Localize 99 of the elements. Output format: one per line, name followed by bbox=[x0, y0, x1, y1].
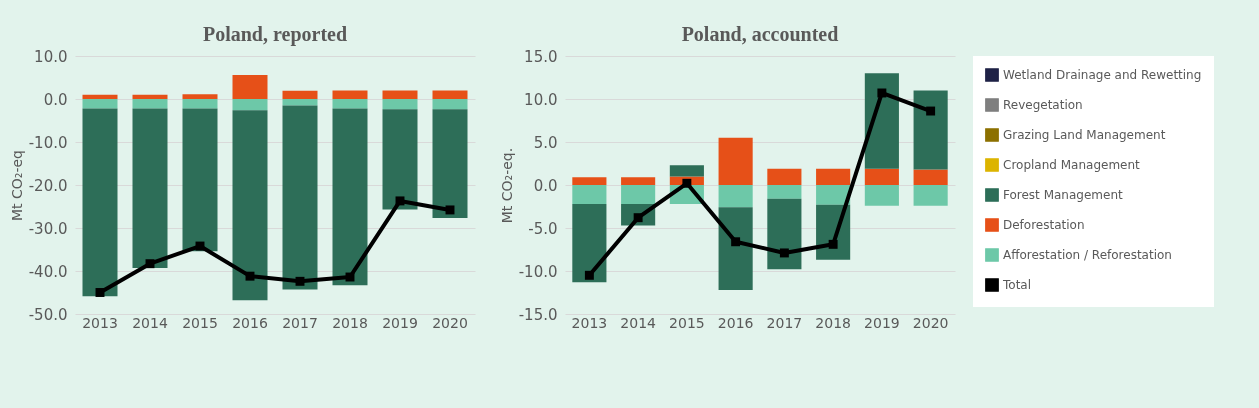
legend-label: Cropland Management bbox=[1003, 158, 1141, 172]
x-tick-label: 2016 bbox=[717, 314, 754, 331]
bar bbox=[182, 94, 218, 99]
y-tick-label: -20.0 bbox=[28, 176, 68, 195]
bar bbox=[864, 185, 899, 206]
bar bbox=[282, 99, 318, 106]
bar bbox=[232, 74, 268, 99]
x-tick-label: 2020 bbox=[432, 314, 468, 331]
bar bbox=[913, 90, 948, 170]
bar bbox=[767, 168, 802, 185]
bar bbox=[432, 109, 468, 219]
point bbox=[95, 288, 105, 297]
x-tick-label: 2014 bbox=[620, 314, 657, 331]
bar bbox=[621, 177, 656, 185]
x-tick-label: 2017 bbox=[282, 314, 318, 331]
bar bbox=[718, 207, 753, 290]
x-tick-label: 2016 bbox=[232, 314, 268, 331]
bar bbox=[767, 198, 802, 270]
bar bbox=[718, 185, 753, 208]
bar bbox=[767, 185, 802, 199]
x-tick-label: 2015 bbox=[669, 314, 705, 331]
bar bbox=[669, 165, 704, 177]
legend-label: Total bbox=[1002, 278, 1032, 292]
legend-label: Revegetation bbox=[1003, 98, 1083, 112]
bar bbox=[132, 99, 168, 109]
y-tick-label: -40.0 bbox=[28, 262, 68, 281]
y-tick-label: -10.0 bbox=[518, 262, 558, 281]
bar bbox=[332, 108, 368, 286]
bar bbox=[332, 90, 368, 99]
point bbox=[145, 259, 155, 269]
point bbox=[731, 237, 741, 247]
bar bbox=[182, 99, 218, 109]
bar bbox=[382, 109, 418, 210]
point bbox=[584, 270, 594, 280]
y-tick-label: 15.0 bbox=[524, 47, 558, 66]
bar bbox=[913, 169, 948, 185]
point bbox=[926, 106, 936, 116]
x-tick-label: 2013 bbox=[82, 314, 118, 331]
point bbox=[445, 205, 455, 215]
x-tick-label: 2015 bbox=[182, 314, 218, 331]
legend-label: Forest Management bbox=[1003, 188, 1123, 202]
bar bbox=[82, 108, 118, 297]
point bbox=[395, 196, 405, 206]
bar bbox=[816, 168, 851, 185]
bar bbox=[82, 94, 118, 99]
bar bbox=[572, 177, 607, 185]
y-axis-title: Mt CO₂-eq. bbox=[498, 147, 515, 224]
legend-label: Grazing Land Management bbox=[1003, 128, 1166, 142]
y-tick-label: 10.0 bbox=[34, 47, 68, 66]
bar bbox=[432, 90, 468, 99]
point bbox=[779, 248, 789, 258]
bar bbox=[282, 105, 318, 290]
bar bbox=[382, 90, 418, 99]
y-tick-label: -30.0 bbox=[28, 219, 68, 238]
bar bbox=[132, 94, 168, 99]
bar bbox=[572, 185, 607, 204]
y-tick-label: -50.0 bbox=[28, 305, 68, 324]
x-tick-label: 2020 bbox=[912, 314, 949, 331]
x-tick-label: 2014 bbox=[132, 314, 168, 331]
bar bbox=[864, 168, 899, 185]
bar bbox=[621, 185, 656, 204]
bar bbox=[382, 99, 418, 110]
bar bbox=[913, 185, 948, 206]
point bbox=[877, 88, 887, 98]
bar bbox=[82, 99, 118, 109]
point bbox=[295, 276, 305, 286]
bar bbox=[132, 108, 168, 268]
legend-label: Deforestation bbox=[1003, 218, 1085, 232]
legend-label: Wetland Drainage and Rewetting bbox=[1003, 68, 1202, 82]
bar bbox=[332, 99, 368, 109]
bar bbox=[232, 110, 268, 301]
legend-label: Afforestation / Reforestation bbox=[1003, 248, 1172, 262]
x-tick-label: 2018 bbox=[815, 314, 851, 331]
x-tick-label: 2019 bbox=[382, 314, 418, 331]
bar bbox=[718, 137, 753, 185]
y-tick-label: -15.0 bbox=[518, 305, 558, 324]
point bbox=[245, 271, 255, 281]
chart-title: Poland, reported bbox=[202, 23, 348, 46]
y-tick-label: 0.0 bbox=[43, 90, 68, 109]
y-tick-label: 10.0 bbox=[524, 90, 558, 109]
x-tick-label: 2018 bbox=[332, 314, 368, 331]
x-tick-label: 2013 bbox=[571, 314, 608, 331]
chart-title: Poland, accounted bbox=[681, 23, 839, 45]
bar bbox=[572, 203, 607, 283]
point bbox=[828, 239, 838, 249]
bar bbox=[182, 108, 218, 252]
bar bbox=[232, 99, 268, 111]
bar bbox=[282, 90, 318, 99]
bar bbox=[816, 185, 851, 205]
y-tick-label: 5.0 bbox=[533, 133, 558, 152]
y-tick-label: 0.0 bbox=[533, 176, 558, 195]
y-tick-label: -10.0 bbox=[28, 133, 68, 152]
y-axis-title: Mt CO₂-eq bbox=[8, 150, 25, 221]
x-tick-label: 2017 bbox=[766, 314, 803, 331]
point bbox=[195, 241, 205, 251]
x-tick-label: 2019 bbox=[864, 314, 900, 331]
y-tick-label: -5.0 bbox=[528, 219, 558, 238]
point bbox=[682, 178, 692, 188]
bar bbox=[432, 99, 468, 110]
